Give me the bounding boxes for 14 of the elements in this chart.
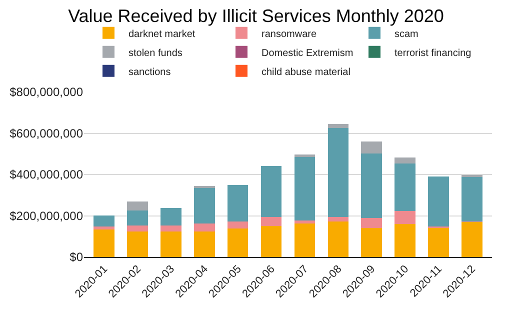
legend-label: Domestic Extremism bbox=[262, 48, 354, 59]
legend-label: child abuse material bbox=[262, 66, 350, 78]
y-tick-label: $0 bbox=[70, 250, 84, 264]
legend-label: terrorist financing bbox=[394, 48, 472, 59]
y-tick-label: $400,000,000 bbox=[10, 168, 84, 182]
legend-label: scam bbox=[394, 28, 418, 40]
y-tick-label: $200,000,000 bbox=[10, 208, 84, 223]
chart-title: Value Received by Illicit Services Monthly 2020 bbox=[68, 6, 444, 26]
y-tick-label: $600,000,000 bbox=[10, 126, 84, 140]
y-tick-label: $800,000,000 bbox=[10, 85, 84, 100]
legend-label: darknet market bbox=[128, 28, 196, 40]
legend-label: ransomware bbox=[262, 28, 317, 40]
legend-label: sanctions bbox=[128, 66, 171, 78]
legend-label: stolen funds bbox=[128, 48, 182, 59]
